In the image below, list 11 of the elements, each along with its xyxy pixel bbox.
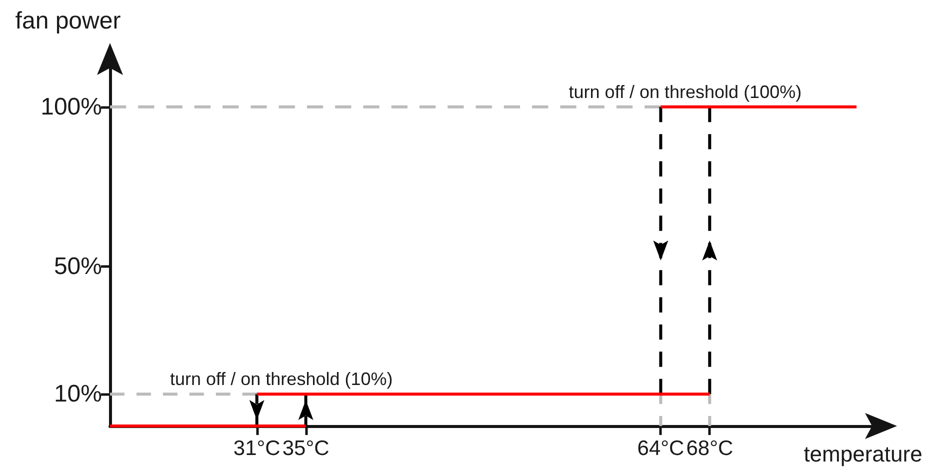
annotation: turn off / on threshold (100%) (568, 82, 802, 102)
annotation: turn off / on threshold (10%) (170, 369, 393, 390)
y-tick-label: 10% (54, 380, 102, 408)
y-tick-label: 50% (54, 252, 102, 280)
x-tick-label: 35°C (282, 437, 330, 460)
x-axis-title: temperature (804, 442, 922, 466)
y-axis-title: fan power (15, 8, 121, 34)
x-tick-label: 64°C (637, 437, 684, 460)
x-tick-label: 68°C (686, 437, 734, 460)
y-tick-label: 100% (40, 93, 102, 120)
x-tick-label: 31°C (233, 437, 280, 460)
